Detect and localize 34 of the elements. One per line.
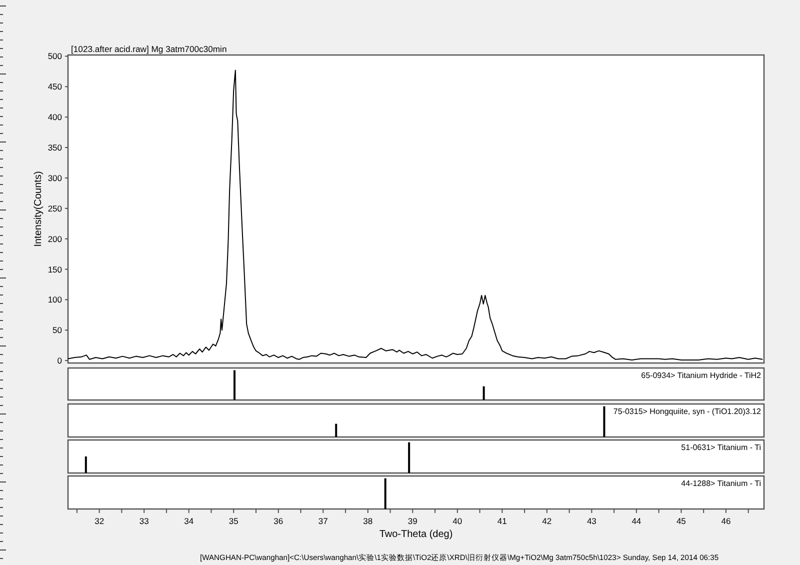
x-tick-label: 36 [274,516,284,526]
x-tick-label: 34 [184,516,194,526]
chart-title: 75-0315> Hongquiite, syn - (TiO1.20)3.12 [613,407,762,416]
y-tick-label: 500 [48,51,62,62]
x-tick-label: 38 [363,516,373,526]
x-tick-label: 33 [139,516,150,526]
y-axis-title: Intensity(Counts) [33,171,44,247]
x-tick-label: 46 [721,516,731,526]
y-tick-label: 0 [57,356,62,366]
chart-title: [1023.after acid.raw] Mg 3atm700c30min [71,44,227,54]
y-tick-label: 50 [52,325,62,336]
x-axis-title: Two-Theta (deg) [379,529,453,540]
x-tick-label: 41 [497,516,508,526]
x-tick-label: 37 [318,516,328,526]
y-tick-label: 200 [48,234,62,244]
x-tick-label: 39 [408,516,418,526]
y-tick-label: 450 [48,82,62,92]
y-tick-label: 100 [48,294,62,305]
line-series [68,70,764,360]
y-tick-label: 350 [48,142,62,153]
x-tick-label: 35 [228,516,239,526]
x-tick-label: 45 [676,516,686,526]
y-tick-label: 400 [48,112,62,122]
y-tick-label: 300 [48,172,62,183]
x-tick-label: 42 [542,516,552,526]
y-tick-label: 250 [48,203,62,214]
chart-title: 51-0631> Titanium - Ti [681,443,762,452]
x-tick-label: 43 [586,516,597,526]
chart-title: 65-0934> Titanium Hydride - TiH2 [641,371,762,380]
x-tick-label: 32 [94,516,104,526]
y-tick-label: 150 [48,264,62,274]
chart-title: 44-1288> Titanium - Ti [681,479,762,488]
x-tick-label: 40 [452,516,462,526]
x-tick-label: 44 [632,516,642,526]
